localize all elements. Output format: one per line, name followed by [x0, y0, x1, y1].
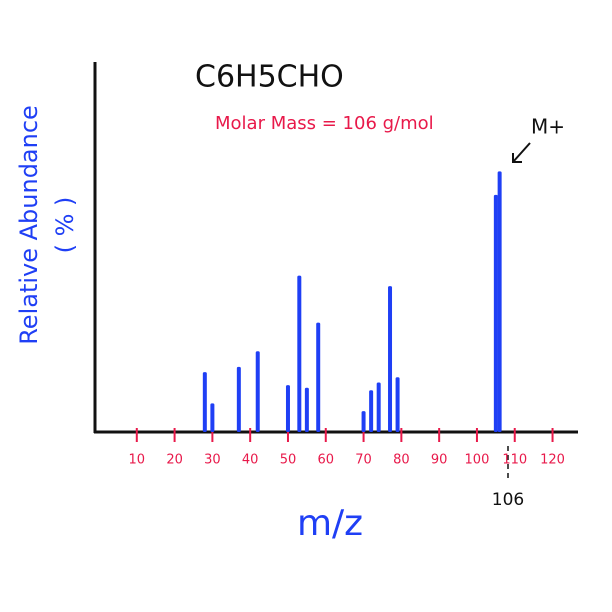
x-tick-label: 110 [502, 453, 527, 468]
peak [376, 382, 381, 432]
peak [202, 372, 207, 432]
chart-title: C6H5CHO [195, 60, 344, 95]
peak [493, 194, 498, 432]
peak [395, 377, 400, 432]
molecular-ion-label: M+ [531, 115, 565, 139]
y-axis-label: ( % ) [51, 197, 79, 254]
peak [369, 390, 374, 432]
chart-subtitle: Molar Mass = 106 g/mol [215, 113, 434, 134]
mass-label: 106 [492, 490, 524, 510]
x-tick-label: 30 [204, 453, 221, 468]
peak [388, 286, 393, 432]
y-axis-label: Relative Abundance [15, 105, 43, 345]
peak [316, 322, 321, 432]
arrow [512, 142, 531, 163]
arrow-head [512, 153, 522, 163]
x-tick-label: 60 [317, 453, 334, 468]
x-tick-label: 50 [280, 453, 297, 468]
peak [285, 385, 290, 432]
x-tick-label: 40 [242, 453, 259, 468]
peak [497, 171, 502, 432]
peak [210, 403, 215, 432]
peak [236, 366, 241, 432]
x-tick-label: 90 [431, 453, 448, 468]
x-tick-label: 70 [355, 453, 372, 468]
x-tick-label: 120 [540, 453, 565, 468]
x-axis-label: m/z [297, 503, 363, 544]
peak [297, 275, 302, 432]
peak [304, 387, 309, 432]
x-tick-label: 80 [393, 453, 410, 468]
x-tick-label: 10 [129, 453, 146, 468]
peak [361, 411, 366, 432]
x-tick-label: 100 [465, 453, 490, 468]
x-tick-label: 20 [166, 453, 183, 468]
peak [255, 351, 260, 432]
